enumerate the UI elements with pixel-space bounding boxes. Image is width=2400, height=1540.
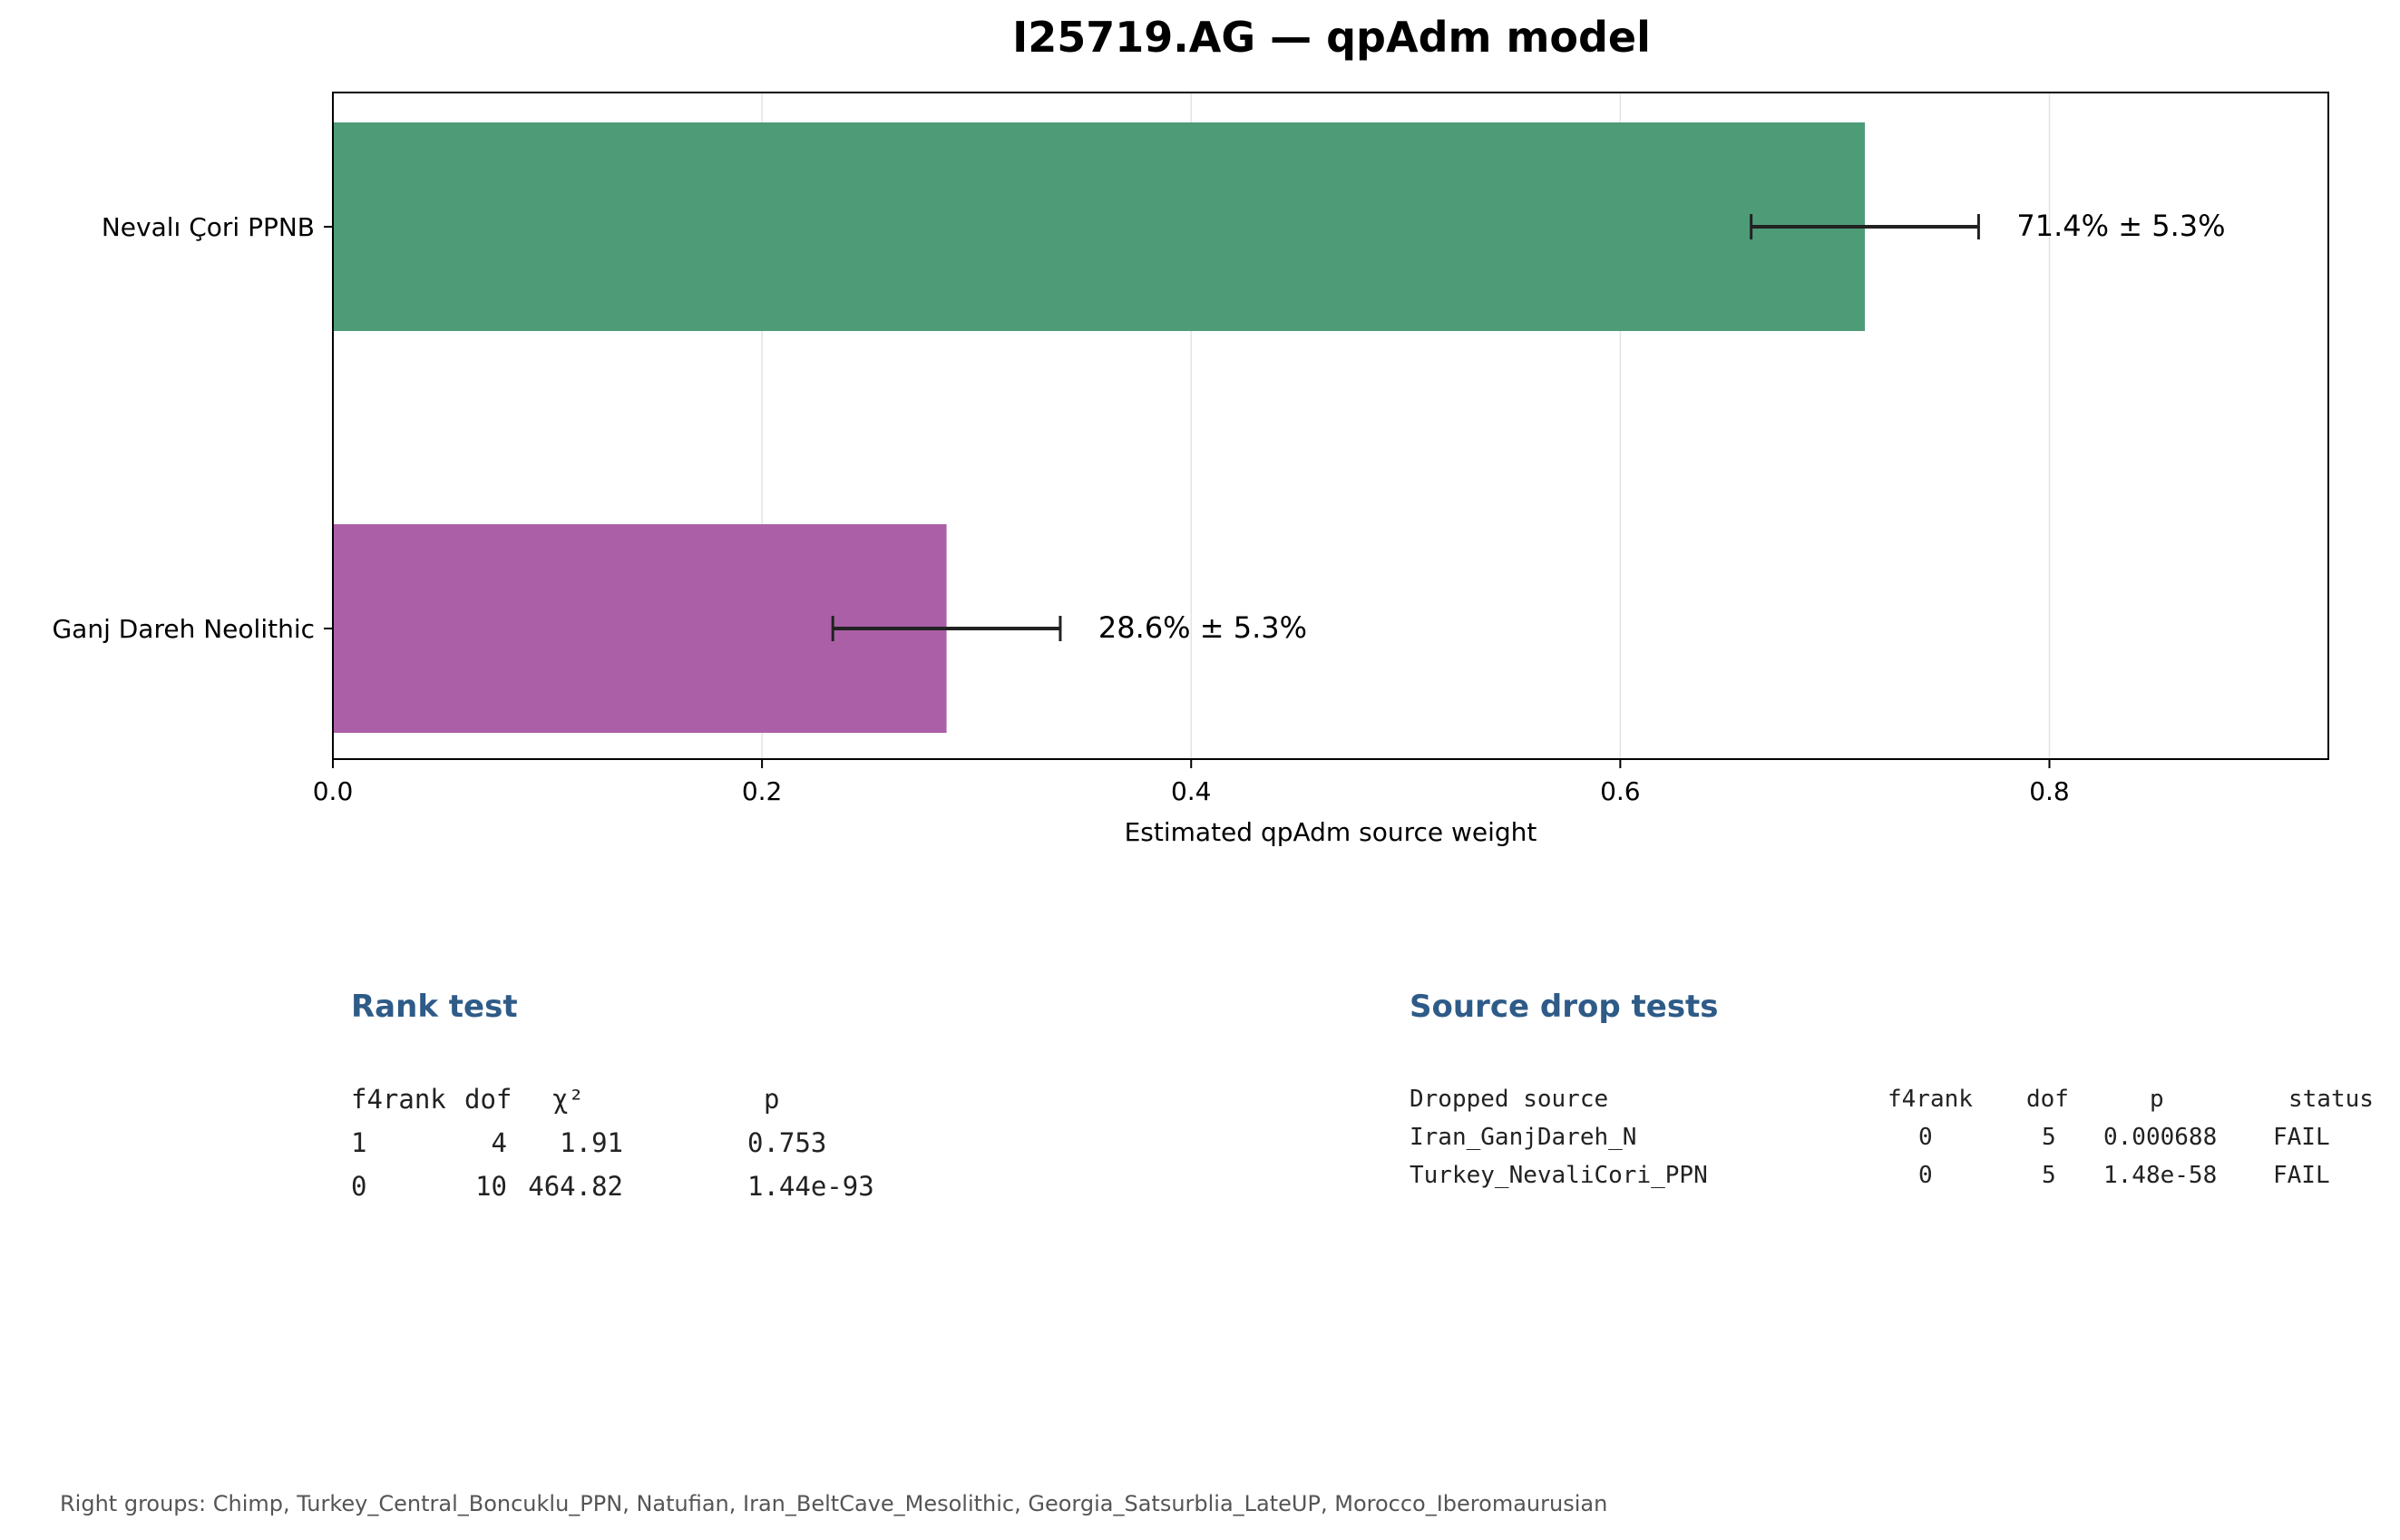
- drop-tests-row: Turkey_NevaliCori_PPN 0 5 1.48e-58 FAIL: [1410, 1156, 2389, 1194]
- rank-cell-dof: 10: [475, 1171, 507, 1202]
- right-groups-footnote: Right groups: Chimp, Turkey_Central_Bonc…: [60, 1491, 1608, 1516]
- rank-test-row: 1 4 1.91 0.753: [351, 1121, 986, 1165]
- x-tick-label: 0.2: [742, 776, 783, 806]
- rank-header-chi2: χ²: [552, 1084, 584, 1115]
- rank-test-header: f4rank dof χ² p: [351, 1077, 986, 1121]
- rank-test-row: 0 10 464.82 1.44e-93: [351, 1165, 986, 1208]
- drop-tests-header: Dropped source f4rank dof p status: [1410, 1080, 2389, 1118]
- rank-cell-p: 1.44e-93: [747, 1171, 874, 1202]
- bar: [333, 122, 1866, 331]
- axis-ticks: 0.0 0.2 0.4 0.6 0.8 Nevalı Çori PPNB Ganj Dare…: [52, 212, 2069, 806]
- drop-cell-dof: 5: [2042, 1162, 2056, 1189]
- x-tick-label: 0.4: [1171, 776, 1212, 806]
- rank-header-dof: dof: [464, 1084, 512, 1115]
- drop-header-status: status: [2288, 1086, 2374, 1113]
- drop-header-source: Dropped source: [1410, 1086, 1609, 1113]
- drop-cell-p: 0.000688: [2103, 1124, 2218, 1151]
- x-axis-label: Estimated qpAdm source weight: [1125, 817, 1537, 847]
- drop-tests-table: Dropped source f4rank dof p status Iran_…: [1410, 1080, 2389, 1198]
- rank-test-title: Rank test: [351, 989, 518, 1025]
- rank-cell-dof: 4: [491, 1127, 507, 1158]
- rank-test-table: f4rank dof χ² p 1 4 1.91 0.753 0 10 464.…: [351, 1077, 986, 1213]
- bar-value-label: 28.6% ± 5.3%: [1098, 610, 1307, 645]
- plot-frame: [332, 92, 2329, 760]
- drop-header-dof: dof: [2026, 1086, 2069, 1113]
- drop-header-f4rank: f4rank: [1888, 1086, 1973, 1113]
- drop-cell-source: Turkey_NevaliCori_PPN: [1410, 1162, 1708, 1189]
- drop-cell-dof: 5: [2042, 1124, 2056, 1151]
- x-tick-label: 0.6: [1600, 776, 1641, 806]
- rank-cell-f4rank: 0: [351, 1171, 367, 1202]
- rank-cell-f4rank: 1: [351, 1127, 367, 1158]
- x-tick-label: 0.0: [313, 776, 354, 806]
- y-tick-label: Nevalı Çori PPNB: [102, 212, 315, 242]
- rank-cell-p: 0.753: [747, 1127, 827, 1158]
- drop-tests-row: Iran_GanjDareh_N 0 5 0.000688 FAIL: [1410, 1118, 2389, 1156]
- drop-tests-title: Source drop tests: [1410, 989, 1719, 1025]
- drop-cell-f4rank: 0: [1918, 1162, 1933, 1189]
- drop-cell-status: FAIL: [2273, 1162, 2330, 1189]
- chart-title: I25719.AG — qpAdm model: [1012, 13, 1651, 62]
- bar-value-label: 71.4% ± 5.3%: [2016, 209, 2225, 243]
- rank-cell-chi2: 1.91: [560, 1127, 623, 1158]
- y-tick-label: Ganj Dareh Neolithic: [52, 614, 315, 644]
- drop-cell-source: Iran_GanjDareh_N: [1410, 1124, 1637, 1151]
- rank-header-f4rank: f4rank: [351, 1084, 446, 1115]
- drop-header-p: p: [2150, 1086, 2164, 1113]
- drop-cell-f4rank: 0: [1918, 1124, 1933, 1151]
- rank-cell-chi2: 464.82: [528, 1171, 623, 1202]
- bars: 71.4% ± 5.3% 28.6% ± 5.3%: [333, 122, 2226, 733]
- drop-cell-status: FAIL: [2273, 1124, 2330, 1151]
- drop-cell-p: 1.48e-58: [2103, 1162, 2218, 1189]
- x-tick-label: 0.8: [2029, 776, 2070, 806]
- rank-header-p: p: [764, 1084, 780, 1115]
